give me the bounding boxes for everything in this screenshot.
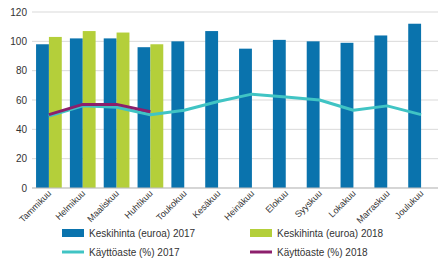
bar	[273, 40, 286, 188]
y-tick-label: 0	[21, 183, 27, 194]
bar	[138, 47, 151, 188]
y-tick-label: 60	[16, 95, 28, 106]
x-tick-label: Tammikuu	[17, 188, 53, 224]
grid-line	[32, 12, 438, 13]
bar	[70, 38, 83, 188]
y-tick-label: 80	[16, 65, 28, 76]
x-tick-label: Syyskuu	[293, 188, 324, 219]
legend-swatch	[250, 229, 272, 237]
legend-label: Käyttöaste (%) 2017	[89, 247, 180, 258]
legend-swatch	[62, 251, 84, 254]
grid-line	[32, 188, 438, 189]
x-tick-label: Maaliskuu	[85, 188, 121, 224]
line	[49, 94, 421, 116]
plot-area	[36, 24, 421, 188]
bar	[239, 49, 252, 188]
bar	[83, 31, 96, 188]
bar	[408, 24, 421, 188]
bar	[104, 38, 117, 188]
x-axis	[32, 188, 438, 189]
bar	[36, 44, 49, 188]
x-tick-label: Huhtikuu	[123, 188, 155, 220]
x-tick-label: Toukokuu	[154, 188, 188, 222]
legend-swatch	[62, 229, 84, 237]
y-tick-label: 20	[16, 153, 28, 164]
chart: 0 20 40 60 80 100 120 TammikuuHelmikuuMaaliskuu…	[0, 0, 442, 272]
x-tick-label: Lokakuu	[327, 188, 358, 219]
x-tick-label: Heinäkuu	[222, 188, 256, 222]
x-tick-label: Kesäkuu	[191, 188, 223, 220]
bar	[205, 31, 218, 188]
x-tick-label: Marraskuu	[355, 188, 392, 225]
x-tick-label: Joulukuu	[393, 188, 426, 221]
bar	[171, 41, 184, 188]
line	[49, 104, 151, 114]
bar	[307, 41, 320, 188]
y-tick-label: 120	[10, 7, 27, 18]
legend-label: Keskihinta (euroa) 2017	[89, 228, 196, 239]
x-tick-label: Helmikuu	[54, 188, 88, 222]
legend-swatch	[250, 251, 272, 254]
x-tick-label: Elokuu	[264, 188, 291, 215]
y-tick-label: 100	[10, 36, 27, 47]
bar	[374, 35, 387, 188]
legend-label: Keskihinta (euroa) 2018	[277, 228, 384, 239]
bar	[341, 43, 354, 188]
bar	[150, 44, 163, 188]
y-tick-label: 40	[16, 124, 28, 135]
legend-label: Käyttöaste (%) 2018	[277, 247, 368, 258]
